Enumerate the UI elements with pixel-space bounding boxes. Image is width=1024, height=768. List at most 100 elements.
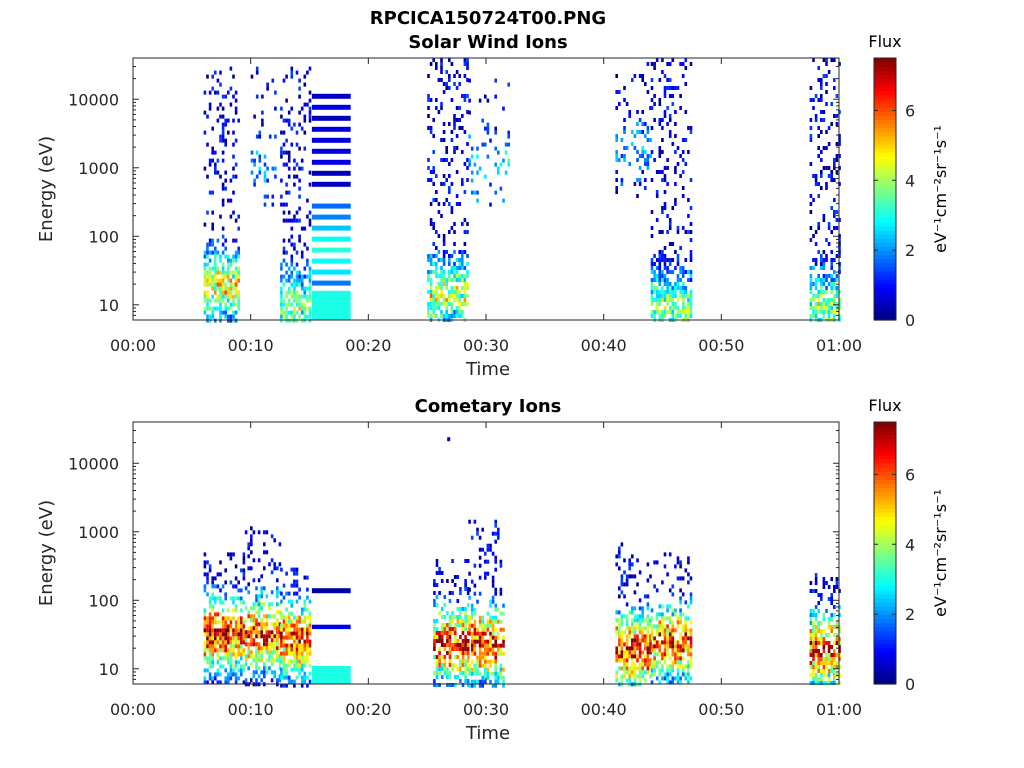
flux-cell xyxy=(442,182,446,186)
flux-cell xyxy=(681,194,685,198)
flux-cell xyxy=(473,583,477,588)
flux-cell xyxy=(247,634,250,639)
flux-cell xyxy=(814,278,818,282)
flux-cell xyxy=(658,620,662,625)
flux-cell xyxy=(636,626,639,631)
flux-cell xyxy=(658,270,662,274)
flux-cell xyxy=(280,643,283,648)
flux-cell xyxy=(263,602,266,607)
flux-cell xyxy=(689,126,693,130)
flux-cell xyxy=(497,166,500,171)
flux-cell xyxy=(625,634,629,639)
flux-cell xyxy=(224,624,227,629)
flux-cell xyxy=(620,638,624,643)
flux-cell xyxy=(653,62,656,66)
flux-cell xyxy=(287,290,291,295)
flux-cell xyxy=(232,616,235,621)
flux-cell xyxy=(655,58,659,62)
flux-cell xyxy=(278,678,282,683)
flux-cell xyxy=(240,568,243,573)
flux-cell xyxy=(461,671,465,675)
flux-cell xyxy=(448,631,452,635)
flux-cell xyxy=(232,142,235,147)
flux-cell xyxy=(295,298,299,303)
flux-cell xyxy=(499,675,503,680)
flux-cell xyxy=(295,310,299,315)
flux-cell xyxy=(484,663,487,668)
flux-cell xyxy=(478,563,482,568)
flux-cell xyxy=(671,302,675,306)
flux-cell xyxy=(668,242,672,246)
flux-cell xyxy=(427,166,430,170)
flux-cell xyxy=(625,662,629,667)
flux-cell xyxy=(448,599,452,603)
colorbar-segment xyxy=(874,532,896,538)
flux-cell xyxy=(237,644,240,649)
flux-cell xyxy=(666,258,669,262)
flux-cell xyxy=(646,90,650,94)
flux-cell xyxy=(308,110,312,115)
flux-cell xyxy=(461,150,464,154)
flux-cell xyxy=(208,242,212,247)
flux-cell xyxy=(308,651,312,656)
flux-cell xyxy=(827,625,831,629)
flux-cell xyxy=(227,90,230,95)
flux-cell xyxy=(674,676,677,681)
flux-cell xyxy=(817,306,820,310)
flux-cell xyxy=(486,98,490,103)
flux-cell xyxy=(631,606,634,611)
flux-cell xyxy=(240,644,243,649)
flux-cell xyxy=(432,270,435,274)
flux-cell xyxy=(214,290,217,295)
flux-cell xyxy=(679,266,682,270)
flux-cell xyxy=(830,274,833,278)
flux-cell xyxy=(438,611,441,615)
flux-cell xyxy=(211,250,214,255)
flux-cell xyxy=(442,82,446,86)
flux-cell xyxy=(285,162,288,167)
flux-cell xyxy=(229,66,233,71)
flux-cell xyxy=(285,310,288,315)
flux-cell xyxy=(427,302,430,306)
flux-cell xyxy=(618,622,621,627)
flux-cell xyxy=(681,648,685,653)
flux-cell xyxy=(278,626,282,631)
colorbar-segment xyxy=(874,520,896,525)
flux-cell xyxy=(237,668,240,673)
flux-cell xyxy=(437,286,441,290)
flux-cell xyxy=(499,591,503,596)
flux-cell xyxy=(265,622,269,627)
flux-cell xyxy=(211,238,214,243)
flux-cell xyxy=(507,130,510,135)
flux-cell xyxy=(825,633,828,637)
flux-cell xyxy=(300,302,304,307)
flux-cell xyxy=(620,582,624,587)
colorbar-segment xyxy=(874,291,896,297)
flux-cell xyxy=(293,158,296,163)
flux-cell xyxy=(253,162,256,167)
flux-cell xyxy=(203,266,207,271)
colorbar-frame xyxy=(873,421,897,685)
flux-cell xyxy=(835,641,839,645)
flux-cell xyxy=(458,82,461,86)
flux-cell xyxy=(273,638,276,643)
flux-cell xyxy=(820,302,823,306)
flux-cell xyxy=(308,647,312,652)
flux-cell xyxy=(618,546,621,551)
flux-cell xyxy=(295,567,299,572)
flux-cell xyxy=(491,635,495,640)
flux-cell xyxy=(684,310,688,314)
flux-cell xyxy=(618,630,621,635)
flux-cell xyxy=(295,262,299,267)
flux-cell xyxy=(663,74,667,78)
flux-cell xyxy=(227,628,230,633)
flux-cell xyxy=(208,652,212,657)
flux-cell xyxy=(809,653,813,657)
flux-cell xyxy=(661,178,664,182)
flux-cell xyxy=(674,628,677,633)
flux-cell xyxy=(502,643,505,648)
flux-cell xyxy=(484,551,487,556)
flux-cell xyxy=(486,154,490,159)
flux-cell xyxy=(489,619,492,624)
flux-cell xyxy=(666,628,669,633)
